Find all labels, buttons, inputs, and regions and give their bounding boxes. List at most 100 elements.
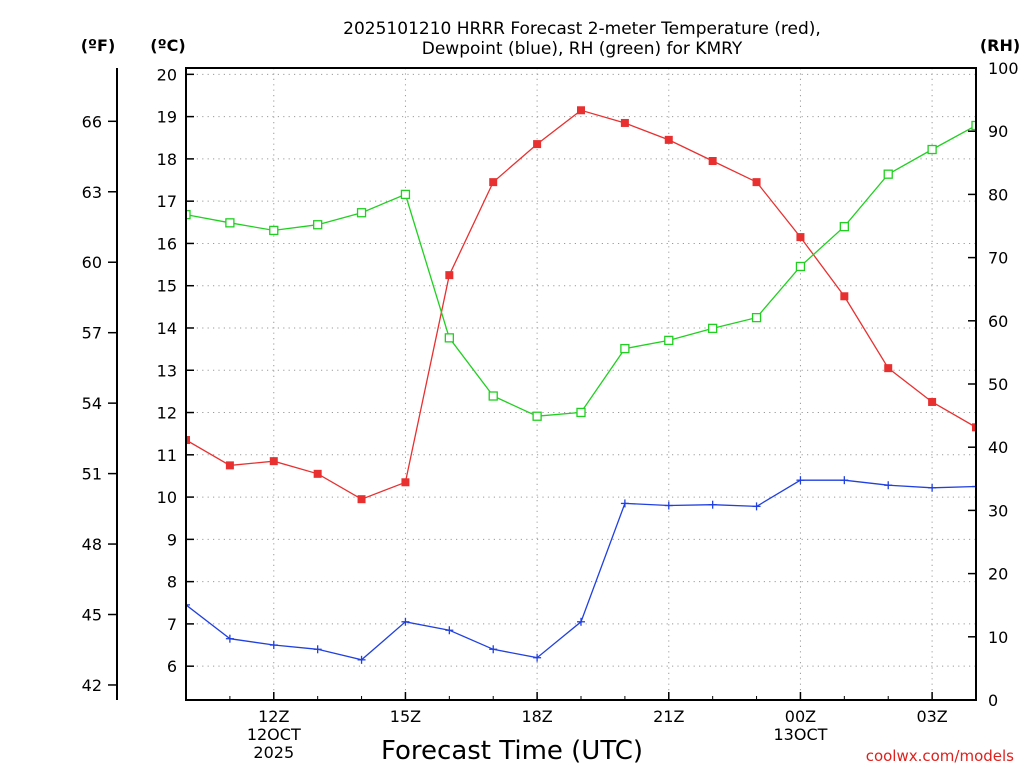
fahrenheit-tick-label: 48 (82, 535, 102, 554)
celsius-tick-label: 19 (157, 108, 177, 127)
x-tick-label: 15Z (390, 707, 421, 726)
rh-point (751, 312, 762, 323)
celsius-unit-label: (ºC) (150, 36, 185, 55)
temperature-point (796, 233, 805, 242)
rh-point (576, 407, 586, 418)
rh-tick-label: 80 (988, 185, 1008, 204)
rh-tick-label: 30 (988, 501, 1008, 520)
dewpoint-point (269, 641, 278, 650)
rh-point (883, 169, 893, 179)
dewpoint-point (489, 645, 498, 654)
fahrenheit-tick-label: 54 (82, 394, 102, 413)
rh-point (839, 221, 849, 232)
dewpoint-point (664, 501, 673, 510)
rh-point (186, 209, 191, 220)
celsius-tick-label: 7 (167, 615, 177, 634)
x-tick-label: 2025 (253, 743, 294, 762)
temperature-point (928, 397, 937, 406)
temperature-point (489, 178, 498, 187)
celsius-tick-label: 13 (157, 361, 177, 380)
dewpoint-point (577, 617, 585, 626)
celsius-tick-label: 20 (157, 65, 177, 84)
temperature-point (533, 140, 542, 149)
temperature-point (269, 457, 278, 466)
x-tick-label: 03Z (916, 707, 947, 726)
temperature-point (620, 118, 629, 127)
chart-title-line-1: 2025101210 HRRR Forecast 2-meter Tempera… (343, 19, 821, 39)
rh-tick-label: 100 (988, 59, 1019, 78)
dewpoint-point (225, 634, 234, 643)
rh-point (313, 220, 323, 230)
fahrenheit-tick-label: 42 (82, 676, 102, 695)
x-tick-label: 12OCT (247, 725, 301, 744)
rh-tick-label: 0 (988, 691, 998, 710)
x-tick-label: 13OCT (773, 725, 827, 744)
temperature-point (577, 106, 585, 115)
rh-tick-label: 40 (988, 438, 1008, 457)
x-tick-label: 12Z (258, 707, 289, 726)
x-tick-label: 00Z (785, 707, 816, 726)
dewpoint-point (401, 617, 410, 626)
rh-point (927, 144, 937, 155)
rh-point (400, 189, 411, 200)
celsius-tick-label: 12 (157, 404, 177, 423)
grid-lines (186, 68, 976, 700)
temperature-point (664, 135, 673, 144)
dewpoint-point (445, 626, 454, 635)
temperature-point (445, 271, 454, 280)
fahrenheit-tick-label: 66 (82, 112, 102, 131)
rh-point (708, 323, 718, 334)
celsius-tick-label: 14 (157, 319, 177, 338)
rh-point (795, 261, 806, 272)
temperature-point (313, 469, 322, 478)
dewpoint-point (796, 476, 805, 485)
celsius-tick-label: 10 (157, 488, 177, 507)
rh-point (444, 333, 454, 343)
rh-tick-label: 60 (988, 312, 1008, 331)
dewpoint-point (533, 653, 542, 662)
dewpoint-point (884, 481, 893, 490)
dewpoint-point (313, 645, 322, 654)
rh-point (269, 225, 279, 236)
temperature-point (840, 292, 849, 301)
dewpoint-point (840, 476, 849, 485)
temperature-point (225, 461, 234, 470)
series-line-dewpoint (186, 479, 976, 661)
rh-point (488, 391, 498, 401)
temperature-point (708, 157, 717, 166)
celsius-tick-label: 9 (167, 530, 177, 549)
rh-point (620, 343, 630, 354)
dewpoint-point (752, 502, 761, 511)
rh-tick-label: 70 (988, 249, 1008, 268)
dewpoint-point (928, 483, 937, 492)
dewpoint-point (357, 655, 366, 664)
fahrenheit-tick-label: 60 (82, 253, 102, 272)
credit-text: coolwx.com/models (866, 747, 1014, 765)
x-tick-label: 18Z (521, 707, 552, 726)
temperature-point (401, 478, 410, 487)
celsius-tick-label: 17 (157, 192, 177, 211)
rh-tick-label: 20 (988, 565, 1008, 584)
temperature-point (186, 436, 190, 445)
fahrenheit-tick-label: 57 (82, 324, 102, 343)
series-line-rh (186, 124, 976, 417)
rh-point (971, 120, 976, 131)
temperature-point (972, 423, 976, 432)
celsius-tick-label: 11 (157, 446, 177, 465)
temperature-point (884, 364, 893, 373)
fahrenheit-tick-label: 63 (82, 183, 102, 202)
celsius-tick-label: 15 (157, 277, 177, 296)
celsius-tick-label: 18 (157, 150, 177, 169)
fahrenheit-tick-label: 51 (82, 465, 102, 484)
series-layer (186, 106, 976, 664)
temperature-point (357, 495, 366, 504)
rh-unit-label: (RH) (980, 36, 1020, 55)
rh-point (225, 218, 235, 228)
fahrenheit-tick-label: 45 (82, 606, 102, 625)
rh-point (664, 335, 674, 346)
temperature-point (752, 178, 761, 187)
celsius-tick-label: 8 (167, 573, 177, 592)
rh-point (532, 411, 542, 421)
